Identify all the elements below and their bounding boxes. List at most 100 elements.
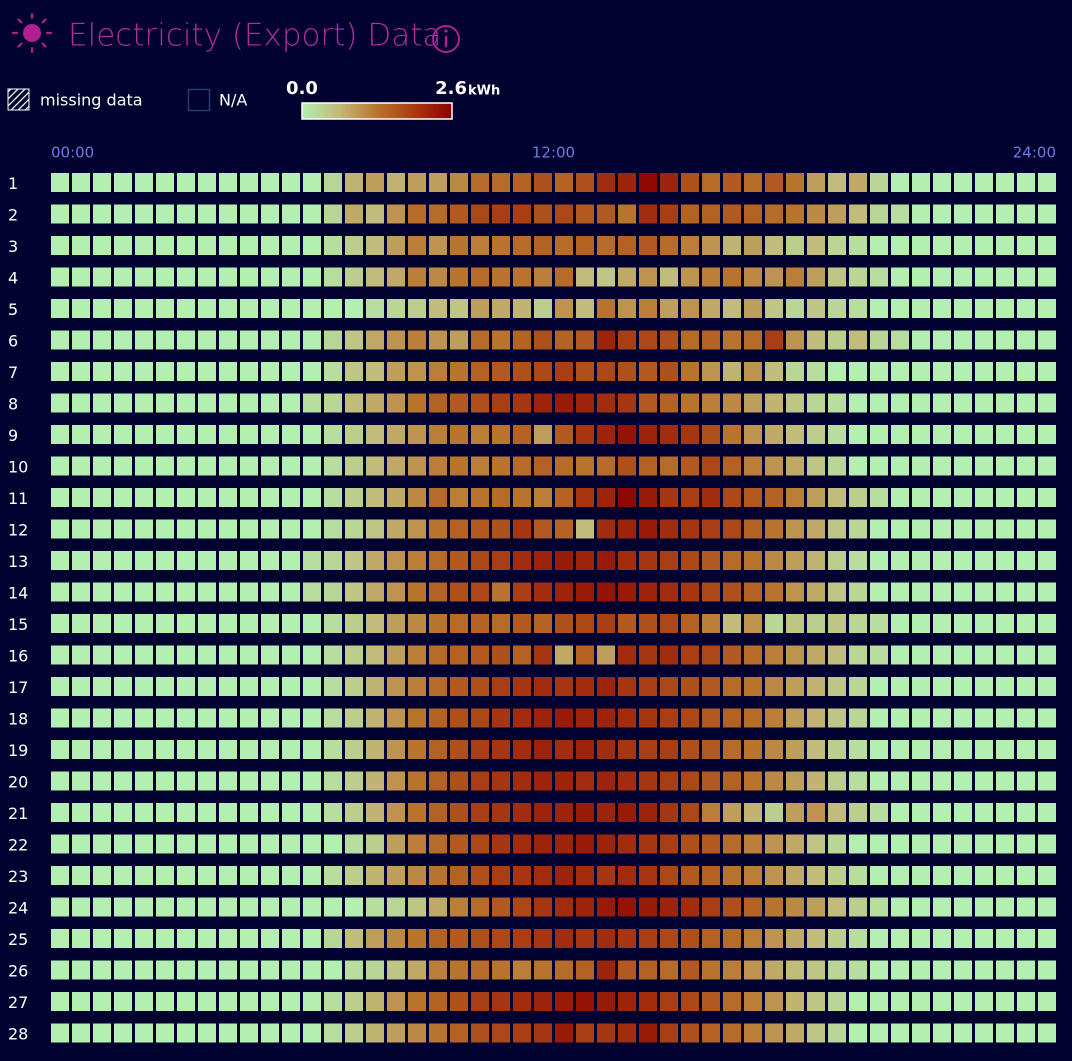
heat-cell	[93, 267, 111, 287]
heat-cell	[576, 299, 594, 318]
heat-cell	[954, 173, 972, 192]
heat-cell	[555, 456, 573, 476]
heat-cell	[534, 551, 552, 570]
heat-cell	[576, 929, 594, 948]
heat-cell	[681, 771, 699, 791]
heat-cell	[1017, 771, 1035, 791]
heat-cell	[303, 740, 321, 759]
heat-cell	[723, 393, 741, 413]
heat-cell	[513, 267, 531, 287]
heat-cell	[933, 803, 951, 822]
heat-cell	[198, 519, 216, 539]
heat-cell	[408, 362, 426, 381]
heat-cell	[387, 803, 405, 822]
heat-cell	[744, 456, 762, 476]
heat-cell	[177, 330, 195, 350]
heat-cell	[555, 362, 573, 381]
heat-cell	[450, 834, 468, 854]
heat-cell	[975, 1023, 993, 1043]
heat-cell	[597, 582, 615, 602]
heat-cell	[93, 393, 111, 413]
heat-cell	[765, 456, 783, 476]
heat-cell	[639, 393, 657, 413]
heat-cell	[177, 456, 195, 476]
heat-cell	[219, 1023, 237, 1043]
heat-cell	[828, 834, 846, 854]
heat-cell	[240, 771, 258, 791]
heat-cell	[597, 771, 615, 791]
heat-cell	[996, 929, 1014, 948]
heat-cell	[135, 1023, 153, 1043]
heat-cell	[702, 929, 720, 948]
info-icon[interactable]	[432, 25, 460, 53]
heat-cell	[1038, 204, 1056, 224]
heat-cell	[639, 267, 657, 287]
heat-cell	[93, 960, 111, 980]
heat-cell	[219, 929, 237, 948]
heat-cell	[723, 204, 741, 224]
heat-cell	[534, 362, 552, 381]
row-label: 6	[8, 332, 18, 351]
heat-cell	[534, 992, 552, 1011]
heat-cell	[912, 299, 930, 318]
heat-cell	[387, 362, 405, 381]
heat-cell	[135, 362, 153, 381]
heat-cell	[240, 582, 258, 602]
heat-cell	[849, 204, 867, 224]
heat-cell	[891, 645, 909, 665]
heat-cell	[828, 362, 846, 381]
heat-cell	[681, 519, 699, 539]
heat-cell	[954, 299, 972, 318]
heat-cell	[51, 330, 69, 350]
heat-cell	[996, 551, 1014, 570]
heat-cell	[1017, 299, 1035, 318]
heat-cell	[366, 897, 384, 917]
heat-cell	[261, 299, 279, 318]
heat-cell	[912, 173, 930, 192]
heat-cell	[1017, 992, 1035, 1011]
heat-cell	[786, 614, 804, 633]
heat-cell	[114, 582, 132, 602]
heat-cell	[450, 645, 468, 665]
heat-cell	[744, 677, 762, 696]
heat-cell	[219, 425, 237, 444]
heat-cell	[1017, 677, 1035, 696]
heat-cell	[345, 173, 363, 192]
heat-cell	[870, 960, 888, 980]
heat-cell	[597, 299, 615, 318]
row-label: 26	[8, 962, 28, 981]
heat-cell	[240, 866, 258, 885]
heat-cell	[681, 834, 699, 854]
heat-cell	[870, 519, 888, 539]
heat-cell	[303, 803, 321, 822]
heat-cell	[933, 488, 951, 507]
heat-cell	[177, 708, 195, 728]
heat-cell	[303, 456, 321, 476]
heat-cell	[219, 393, 237, 413]
heat-cell	[702, 708, 720, 728]
heat-cell	[513, 425, 531, 444]
heat-cell	[1038, 425, 1056, 444]
heat-cell	[891, 866, 909, 885]
heat-cell	[933, 897, 951, 917]
heat-cell	[1017, 866, 1035, 885]
heat-cell	[408, 330, 426, 350]
heat-cell	[345, 582, 363, 602]
heat-cell	[345, 456, 363, 476]
heat-cell	[807, 645, 825, 665]
heat-cell	[765, 582, 783, 602]
heat-cell	[891, 362, 909, 381]
heat-cell	[933, 267, 951, 287]
heat-cell	[702, 204, 720, 224]
heat-cell	[261, 960, 279, 980]
heat-cell	[765, 393, 783, 413]
heat-cell	[345, 425, 363, 444]
heat-cell	[1017, 267, 1035, 287]
heat-cell	[996, 803, 1014, 822]
heat-cell	[954, 330, 972, 350]
heat-cell	[198, 236, 216, 255]
row-label: 28	[8, 1025, 28, 1044]
heat-cell	[891, 582, 909, 602]
heat-cell	[828, 488, 846, 507]
heat-cell	[429, 834, 447, 854]
